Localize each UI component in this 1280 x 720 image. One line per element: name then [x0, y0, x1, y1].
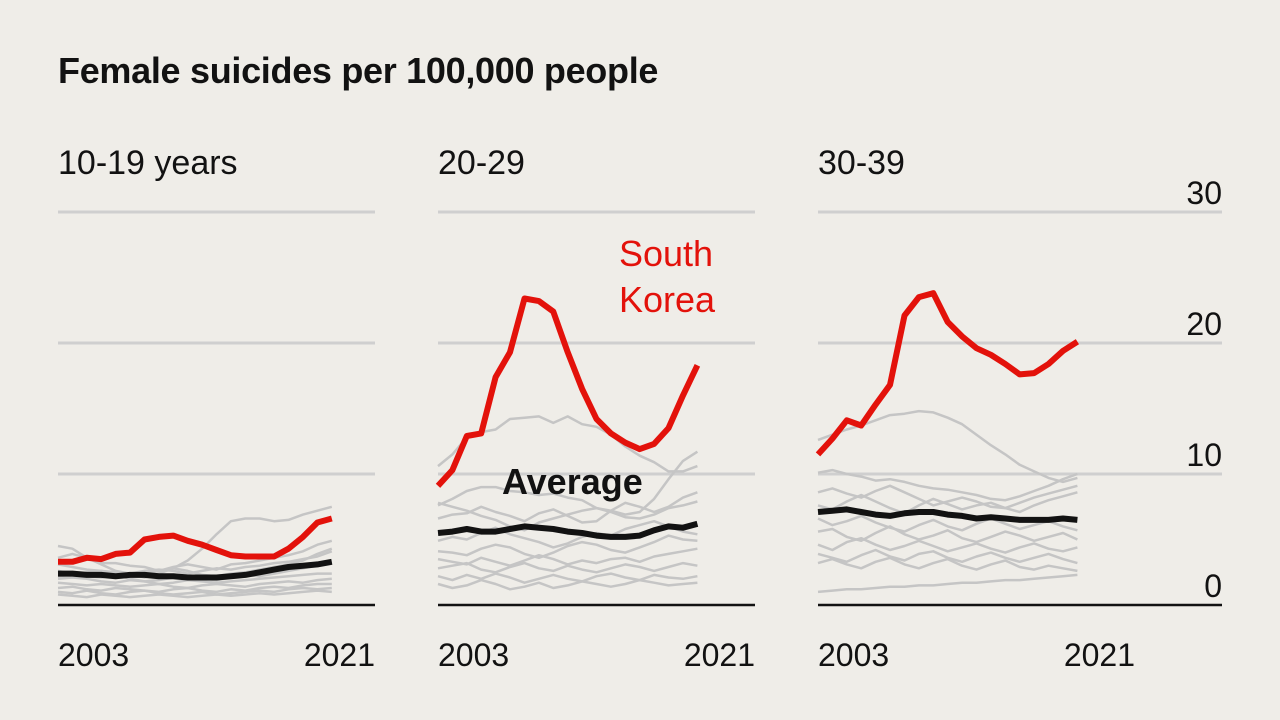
other-country-line	[817, 484, 1078, 510]
other-country-line	[437, 547, 698, 567]
y-tick-label: 20	[1186, 306, 1222, 342]
other-country-line	[437, 534, 698, 560]
panel-title: 10-19 years	[58, 144, 238, 182]
other-country-line	[437, 450, 699, 516]
panel-title: 20-29	[438, 144, 525, 182]
other-country-line	[817, 573, 1078, 594]
chart-title: Female suicides per 100,000 people	[58, 50, 659, 91]
other-country-line	[817, 536, 1078, 554]
south-korea-line	[58, 515, 333, 565]
other-country-line	[57, 505, 333, 579]
x-tick-label: 2021	[684, 637, 755, 673]
panel-title: 30-39	[818, 144, 905, 182]
south-korea-line	[815, 290, 1080, 457]
south-korea-line	[435, 295, 701, 488]
south-korea-label: South	[619, 233, 713, 274]
other-country-line	[817, 556, 1078, 573]
y-tick-label: 0	[1204, 568, 1222, 604]
average-line	[437, 520, 699, 540]
other-country-line	[57, 589, 332, 599]
other-country-line	[817, 514, 1078, 533]
other-country-line	[817, 525, 1078, 544]
other-country-line	[437, 500, 698, 532]
south-korea-label: Korea	[619, 279, 716, 320]
other-country-line	[437, 561, 698, 574]
other-country-line	[57, 572, 332, 586]
other-country-line	[817, 548, 1078, 565]
x-tick-label: 2003	[818, 637, 889, 673]
other-country-line	[57, 539, 333, 573]
main-series-layer	[58, 290, 1080, 581]
other-country-line	[57, 582, 332, 594]
other-country-line	[817, 491, 1078, 515]
other-country-line	[817, 468, 1078, 502]
other-country-line	[437, 491, 698, 524]
grid-layer	[58, 210, 1222, 476]
x-tick-label: 2021	[304, 637, 375, 673]
y-tick-label: 30	[1186, 175, 1222, 211]
x-tick-label: 2003	[58, 637, 129, 673]
average-line	[817, 506, 1078, 523]
other-country-line	[57, 577, 332, 590]
other-countries-layer	[57, 409, 1078, 599]
y-tick-label: 10	[1186, 437, 1222, 473]
average-label: Average	[502, 461, 643, 502]
x-tick-label: 2021	[1064, 637, 1135, 673]
x-tick-label: 2003	[438, 637, 509, 673]
other-country-line	[437, 572, 698, 584]
other-country-line	[57, 586, 332, 596]
other-country-line	[437, 578, 698, 591]
text-layer: 30 20 10 0 10-19 years 2003 2021 20-29 2003 2021 3…	[58, 144, 1222, 673]
average-line	[58, 558, 333, 581]
